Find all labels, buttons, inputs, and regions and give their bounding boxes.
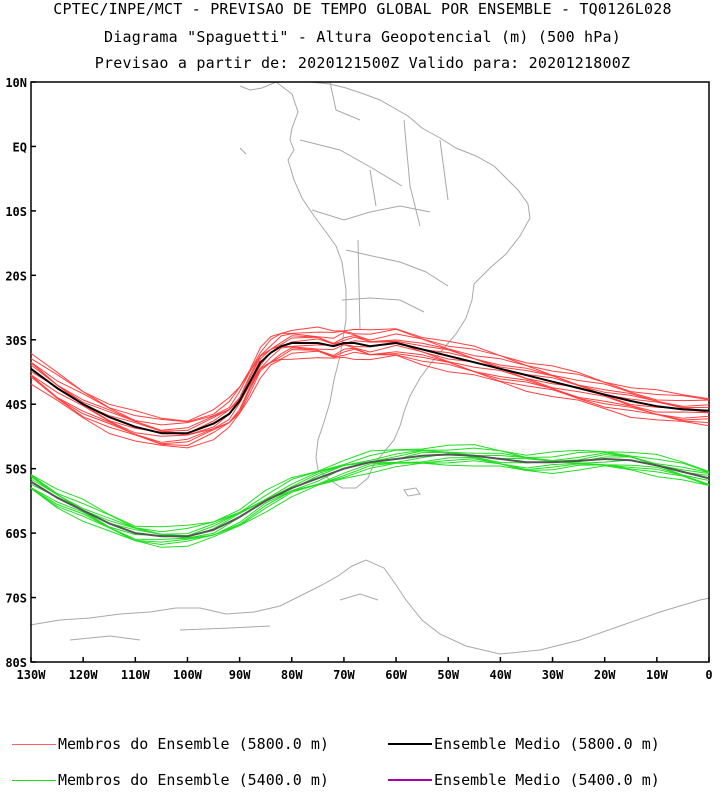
ensemble-member-line-5800 [30,344,710,437]
ensemble-member-line-5800 [30,348,710,445]
chart-title-line1: CPTEC/INPE/MCT - PREVISAO DE TEMPO GLOBA… [53,0,672,18]
ensemble-member-line-5800 [30,328,710,423]
map-border [30,81,710,663]
legend-swatch-mean-5400 [388,779,432,781]
coastline-layer [29,81,711,655]
legend-label-mean-5800: Ensemble Medio (5800.0 m) [434,735,660,753]
lon-tick-label: 10W [646,668,668,682]
ensemble-member-line-5800 [30,354,710,449]
map-frame [30,81,710,663]
legend-label-members-5400: Membros do Ensemble (5400.0 m) [58,771,329,789]
lat-tick-label: 50S [5,463,27,477]
lon-tick-label: 60W [385,668,407,682]
lon-tick-label: 30W [542,668,564,682]
legend-label-members-5800: Membros do Ensemble (5800.0 m) [58,735,329,753]
ensemble-member-line-5400 [30,444,710,528]
lon-tick-label: 90W [229,668,251,682]
chart-title-line2: Diagrama "Spaguetti" - Altura Geopotenci… [104,28,621,46]
ensemble-mean-layer [30,342,710,538]
lat-tick-label: 80S [5,656,27,670]
ensemble-member-line-5800 [30,336,710,432]
lon-tick-label: 70W [333,668,355,682]
lon-tick-label: 110W [121,668,151,682]
ensemble-member-line-5800 [30,347,710,443]
ensemble-members-layer [30,326,710,548]
lat-tick-label: 10S [5,205,27,219]
lon-tick-label: 130W [17,668,47,682]
ensemble-member-line-5800 [30,341,710,436]
legend-swatch-mean-5800 [388,743,432,745]
legend-label-mean-5400: Ensemble Medio (5400.0 m) [434,771,660,789]
lat-tick-label: 40S [5,398,27,412]
lon-tick-label: 100W [173,668,203,682]
ensemble-member-line-5400 [30,458,710,543]
legend-item-members-5400: Membros do Ensemble (5400.0 m) [12,771,329,789]
lon-tick-label: 50W [437,668,459,682]
legend-item-members-5800: Membros do Ensemble (5800.0 m) [12,735,329,753]
lat-tick-label: 20S [5,269,27,283]
ensemble-member-line-5800 [30,331,710,426]
legend-item-mean-5800: Ensemble Medio (5800.0 m) [388,735,660,753]
lon-tick-label: 0 [705,668,712,682]
lon-tick-label: 40W [490,668,512,682]
ensemble-mean-line-5800 [30,342,710,435]
ensemble-member-line-5400 [30,462,710,548]
lon-tick-label: 20W [594,668,616,682]
lon-tick-label: 120W [69,668,99,682]
chart-title-line3: Previsao a partir de: 2020121500Z Valido… [94,54,631,72]
lon-tick-label: 80W [281,668,303,682]
lat-tick-label: 10N [5,76,27,90]
ensemble-member-line-5400 [30,447,710,533]
legend-swatch-members-5800 [12,743,56,745]
legend-swatch-members-5400 [12,779,56,781]
lat-tick-label: 30S [5,334,27,348]
ensemble-mean-line-5400 [30,453,710,538]
lat-tick-label: 70S [5,592,27,606]
lat-tick-label: 60S [5,527,27,541]
lat-tick-label: EQ [13,140,27,154]
ensemble-member-line-5800 [30,326,710,422]
legend-item-mean-5400: Ensemble Medio (5400.0 m) [388,771,660,789]
